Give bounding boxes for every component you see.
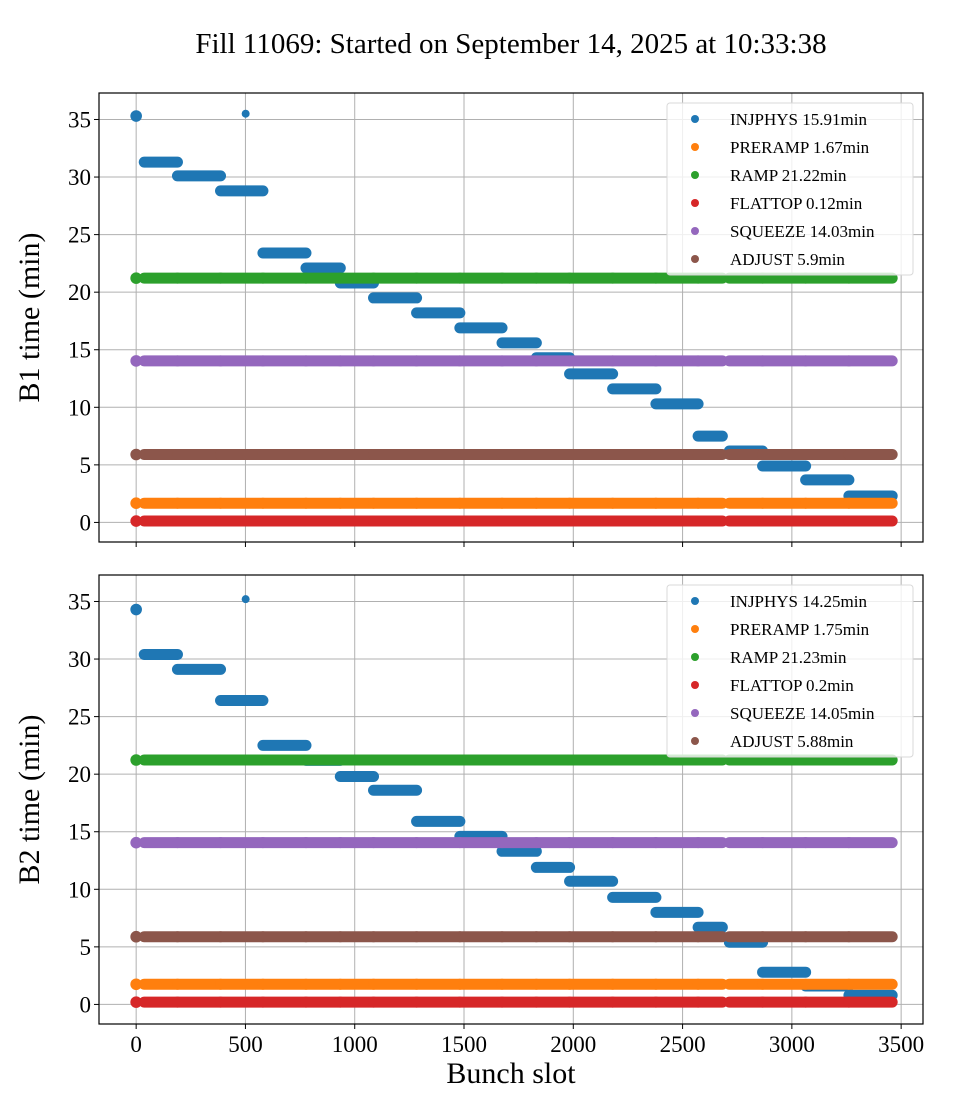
- legend-label-ramp: RAMP 21.22min: [730, 166, 847, 185]
- ramp-point: [130, 272, 142, 284]
- y-tick-label: 10: [68, 395, 91, 420]
- legend-label-squeeze: SQUEEZE 14.05min: [730, 704, 875, 723]
- y-axis-label: B1 time (min): [13, 233, 46, 403]
- flattop-point: [130, 996, 142, 1008]
- injphys-point: [130, 603, 142, 616]
- y-tick-label: 0: [80, 992, 92, 1017]
- legend-label-flattop: FLATTOP 0.12min: [730, 194, 863, 213]
- legend-box: [666, 102, 914, 276]
- legend-label-injphys: INJPHYS 15.91min: [730, 110, 867, 129]
- legend-label-adjust: ADJUST 5.9min: [730, 250, 845, 269]
- legend-marker-ramp: [691, 171, 699, 179]
- adjust-point: [130, 448, 142, 461]
- y-tick-label: 10: [68, 877, 91, 902]
- legend-marker-adjust: [691, 255, 699, 263]
- preramp-point: [130, 497, 142, 510]
- legend-label-flattop: FLATTOP 0.2min: [730, 676, 854, 695]
- flattop-point: [130, 515, 142, 527]
- legend-marker-squeeze: [691, 709, 699, 717]
- legend-marker-injphys: [691, 115, 699, 123]
- y-tick-label: 30: [68, 647, 91, 672]
- legend: INJPHYS 15.91min PRERAMP 1.67min RAMP 21.2…: [666, 102, 914, 276]
- panel-b2: 0 500 1000 1500 2000 2500 3000 3500 0 5 10 15 20 25 30…: [13, 574, 924, 1057]
- adjust-point: [130, 930, 142, 943]
- y-tick-label: 20: [68, 762, 91, 787]
- x-tick-label: 3500: [878, 1032, 924, 1057]
- legend-marker-preramp: [691, 625, 699, 633]
- legend-label-ramp: RAMP 21.23min: [730, 648, 847, 667]
- y-tick-label: 35: [68, 107, 91, 132]
- legend-marker-squeeze: [691, 227, 699, 235]
- legend-label-injphys: INJPHYS 14.25min: [730, 592, 867, 611]
- panel-b1: 0 5 10 15 20 25 30 35 B1 time (min) INJPHYS 15.91…: [13, 92, 924, 547]
- legend-marker-preramp: [691, 143, 699, 151]
- legend-marker-flattop: [691, 199, 699, 207]
- injphys-point: [130, 110, 142, 122]
- legend-marker-adjust: [691, 737, 699, 745]
- y-tick-label: 25: [68, 223, 91, 248]
- x-tick-label: 500: [228, 1032, 263, 1057]
- squeeze-point: [130, 836, 142, 849]
- legend: INJPHYS 14.25min PRERAMP 1.75min RAMP 21.2…: [666, 584, 914, 758]
- series-injphys: [241, 109, 250, 118]
- legend-box: [666, 584, 914, 758]
- y-axis-label: B2 time (min): [13, 715, 46, 885]
- y-tick-label: 25: [68, 705, 91, 730]
- preramp-point: [130, 978, 142, 991]
- injphys-point: [241, 109, 250, 118]
- axes-frame: [98, 92, 924, 543]
- y-tick-label: 15: [68, 338, 91, 363]
- axes-frame: [98, 574, 924, 1025]
- ramp-point: [130, 754, 142, 766]
- x-tick-label: 3000: [769, 1032, 815, 1057]
- legend-label-preramp: PRERAMP 1.75min: [730, 620, 870, 639]
- legend-label-squeeze: SQUEEZE 14.03min: [730, 222, 875, 241]
- x-tick-label: 0: [130, 1032, 142, 1057]
- y-tick-label: 5: [80, 453, 92, 478]
- legend-marker-injphys: [691, 597, 699, 605]
- x-tick-label: 1500: [441, 1032, 487, 1057]
- x-axis-label: Bunch slot: [446, 1057, 576, 1090]
- y-tick-label: 35: [68, 589, 91, 614]
- y-tick-label: 5: [80, 935, 92, 960]
- injphys-point: [241, 595, 250, 604]
- x-tick-label: 2000: [550, 1032, 596, 1057]
- squeeze-point: [130, 355, 142, 367]
- y-tick-label: 15: [68, 820, 91, 845]
- chart-title: Fill 11069: Started on September 14, 202…: [195, 28, 826, 60]
- y-tick-label: 30: [68, 165, 91, 190]
- y-tick-label: 0: [80, 510, 92, 535]
- legend-label-preramp: PRERAMP 1.67min: [730, 138, 870, 157]
- x-tick-label: 2500: [660, 1032, 706, 1057]
- series-injphys: [241, 595, 250, 604]
- legend-label-adjust: ADJUST 5.88min: [730, 732, 854, 751]
- legend-marker-ramp: [691, 653, 699, 661]
- y-tick-label: 20: [68, 280, 91, 305]
- x-tick-label: 1000: [332, 1032, 378, 1057]
- legend-marker-flattop: [691, 681, 699, 689]
